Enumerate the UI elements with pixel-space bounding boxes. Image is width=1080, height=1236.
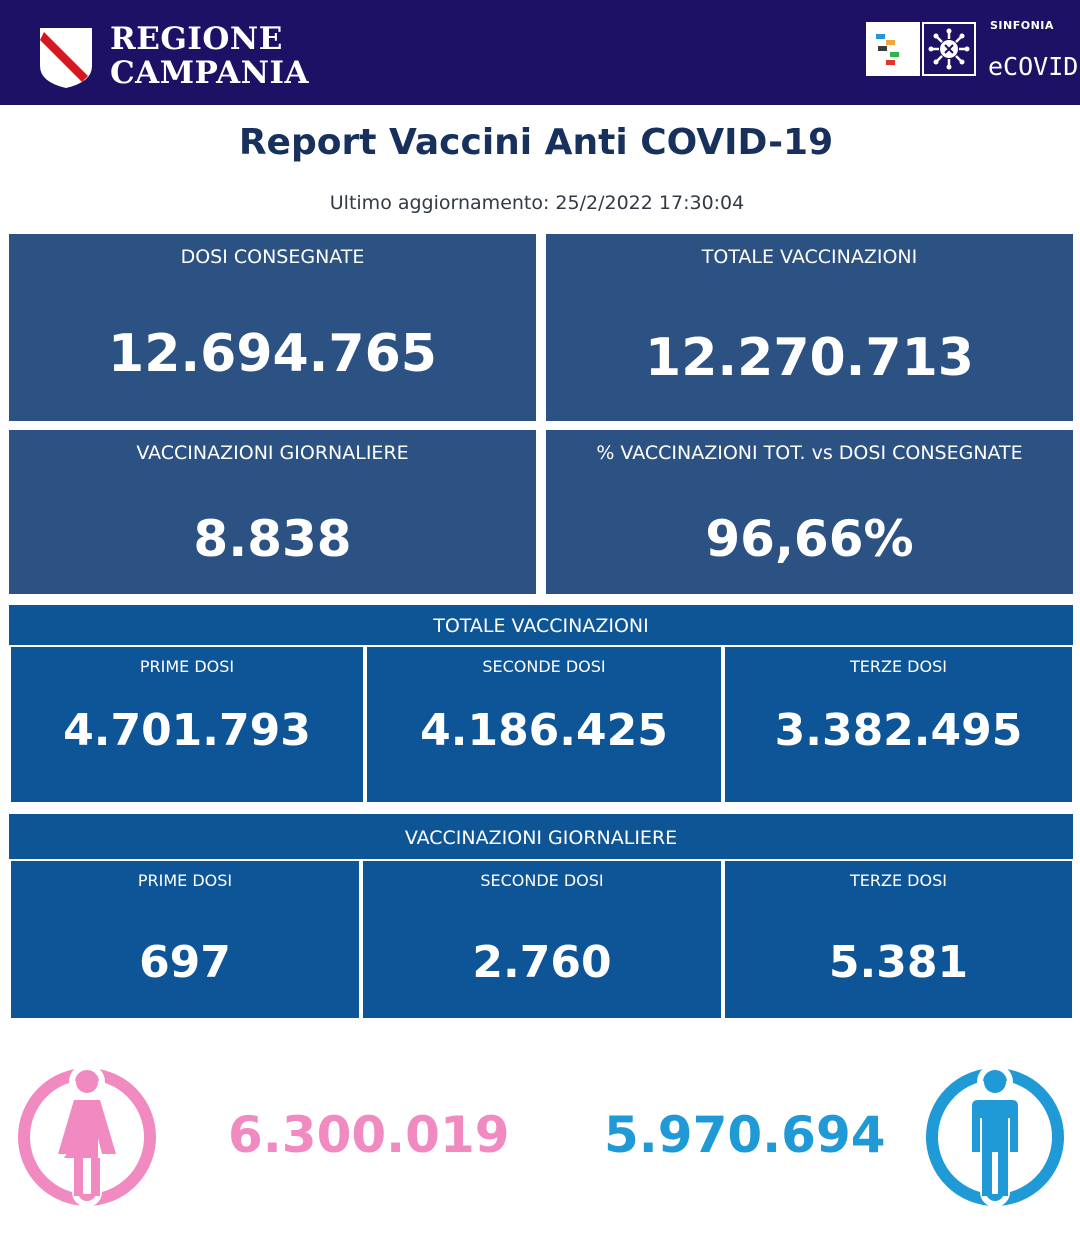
cell-label: SECONDE DOSI — [482, 657, 606, 676]
cell-value: 5.381 — [828, 937, 969, 988]
cell-label: TERZE DOSI — [850, 871, 947, 890]
sinfonia-logo-mark — [866, 22, 920, 76]
male-icon — [926, 1066, 1064, 1207]
cell-label: PRIME DOSI — [139, 657, 235, 676]
tile-label: % VACCINAZIONI TOT. vs DOSI CONSEGNATE — [596, 442, 1023, 464]
female-icon — [18, 1066, 156, 1207]
last-update-text: Ultimo aggiornamento: 25/2/2022 17:30:04 — [329, 192, 745, 214]
tile-value: 12.694.765 — [108, 324, 437, 384]
tile-value: 96,66% — [705, 510, 914, 568]
tile-value: 8.838 — [193, 510, 352, 568]
male-total: 5.970.694 — [604, 1106, 886, 1164]
cell-value: 697 — [139, 937, 231, 988]
sinfonia-label: SINFONIA — [990, 19, 1054, 32]
cell-label: TERZE DOSI — [850, 657, 947, 676]
female-total: 6.300.019 — [228, 1106, 510, 1164]
brand-line-2: CAMPANIA — [110, 55, 310, 91]
giornaliere-seconde-dosi: SECONDE DOSI 2.760 — [363, 861, 721, 1018]
totale-band: TOTALE VACCINAZIONI — [9, 605, 1073, 645]
tile-percentuale: % VACCINAZIONI TOT. vs DOSI CONSEGNATE 9… — [546, 430, 1073, 594]
tile-label: DOSI CONSEGNATE — [180, 246, 365, 268]
tile-vaccinazioni-giornaliere: VACCINAZIONI GIORNALIERE 8.838 — [9, 430, 536, 594]
campania-shield-icon — [40, 28, 92, 88]
cell-value: 3.382.495 — [774, 705, 1023, 756]
ecovid-label: eCOVID — [988, 52, 1079, 81]
tile-label: TOTALE VACCINAZIONI — [701, 246, 918, 268]
totale-seconde-dosi: SECONDE DOSI 4.186.425 — [367, 647, 721, 802]
tile-dosi-consegnate: DOSI CONSEGNATE 12.694.765 — [9, 234, 536, 421]
giornaliere-terze-dosi: TERZE DOSI 5.381 — [725, 861, 1072, 1018]
cell-value: 4.701.793 — [63, 705, 311, 756]
virus-icon — [922, 22, 976, 76]
tile-totale-vaccinazioni: TOTALE VACCINAZIONI 12.270.713 — [546, 234, 1073, 421]
giornaliere-band: VACCINAZIONI GIORNALIERE — [9, 814, 1073, 859]
tile-label: VACCINAZIONI GIORNALIERE — [136, 442, 409, 464]
cell-value: 4.186.425 — [420, 705, 668, 756]
page-title: Report Vaccini Anti COVID-19 — [238, 122, 834, 163]
totale-prime-dosi: PRIME DOSI 4.701.793 — [11, 647, 363, 802]
tile-value: 12.270.713 — [645, 328, 974, 388]
cell-label: SECONDE DOSI — [480, 871, 604, 890]
giornaliere-prime-dosi: PRIME DOSI 697 — [11, 861, 359, 1018]
cell-label: PRIME DOSI — [137, 871, 233, 890]
cell-value: 2.760 — [472, 937, 612, 988]
totale-terze-dosi: TERZE DOSI 3.382.495 — [725, 647, 1072, 802]
brand-line-1: REGIONE — [110, 21, 283, 57]
